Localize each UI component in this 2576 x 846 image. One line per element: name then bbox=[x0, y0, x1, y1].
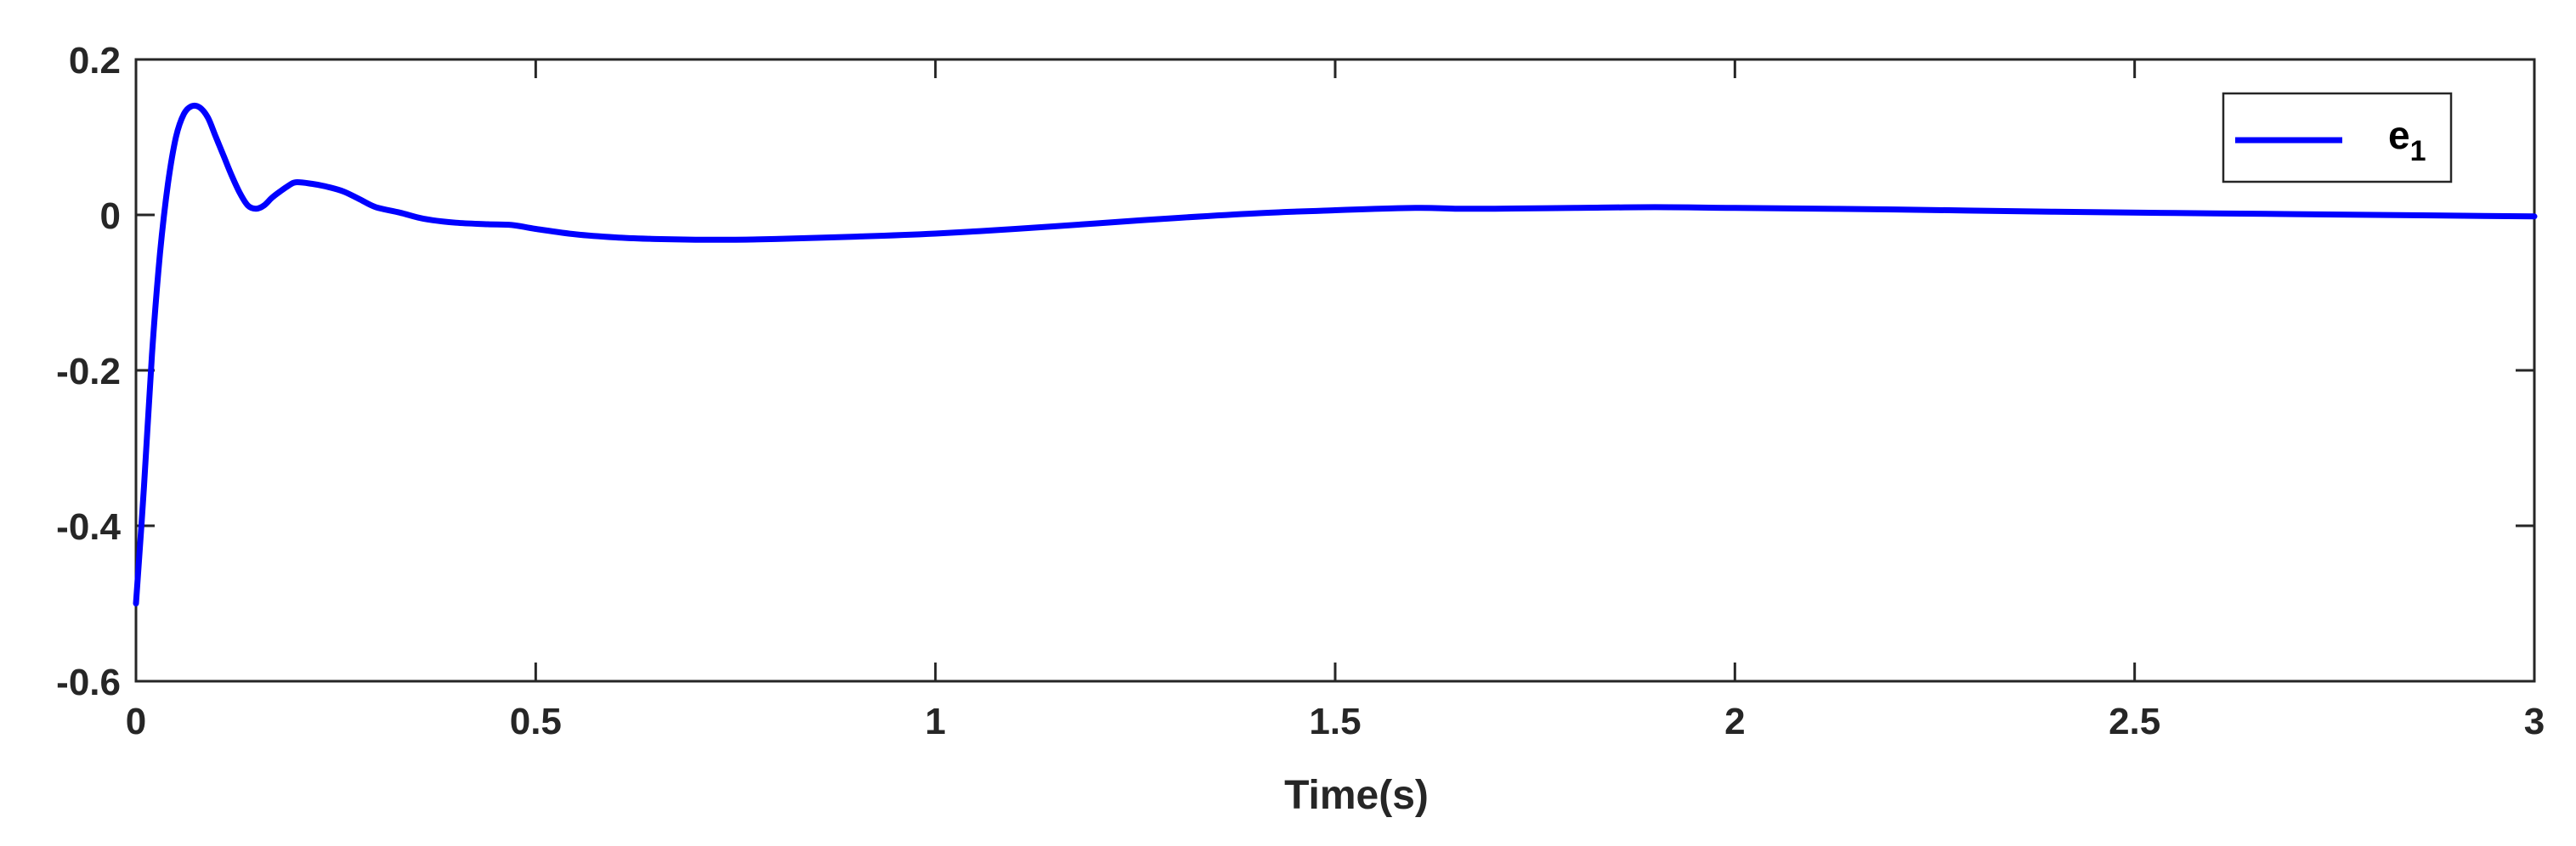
legend-label-e1: e1 bbox=[2388, 113, 2426, 167]
y-tick-label: 0.2 bbox=[69, 40, 121, 82]
x-tick-label: 0.5 bbox=[510, 701, 562, 742]
legend-label-subscript: 1 bbox=[2410, 135, 2426, 167]
legend-label-base: e bbox=[2388, 113, 2410, 157]
y-tick-label: -0.4 bbox=[56, 506, 121, 548]
x-tick-label: 3 bbox=[2524, 701, 2545, 742]
x-tick-label: 2.5 bbox=[2109, 701, 2160, 742]
x-tick-label: 1 bbox=[925, 701, 945, 742]
x-tick-label: 1.5 bbox=[1309, 701, 1361, 742]
y-tick-label: 0 bbox=[100, 195, 121, 237]
y-tick-labels: 0.2 0 -0.2 -0.4 -0.6 bbox=[56, 40, 121, 703]
x-tick-label: 2 bbox=[1724, 701, 1745, 742]
plot-area bbox=[134, 58, 2536, 683]
y-tick-label: -0.2 bbox=[56, 351, 121, 392]
legend: e1 bbox=[2222, 92, 2453, 183]
series-line-e1 bbox=[133, 102, 2538, 606]
x-tick-labels: 0 0.5 1 1.5 2 2.5 3 bbox=[126, 701, 2545, 742]
x-axis-label: Time(s) bbox=[1284, 773, 1429, 818]
y-tick-label: -0.6 bbox=[56, 662, 121, 703]
x-tick-label: 0 bbox=[126, 701, 146, 742]
series-layer bbox=[133, 102, 2538, 606]
